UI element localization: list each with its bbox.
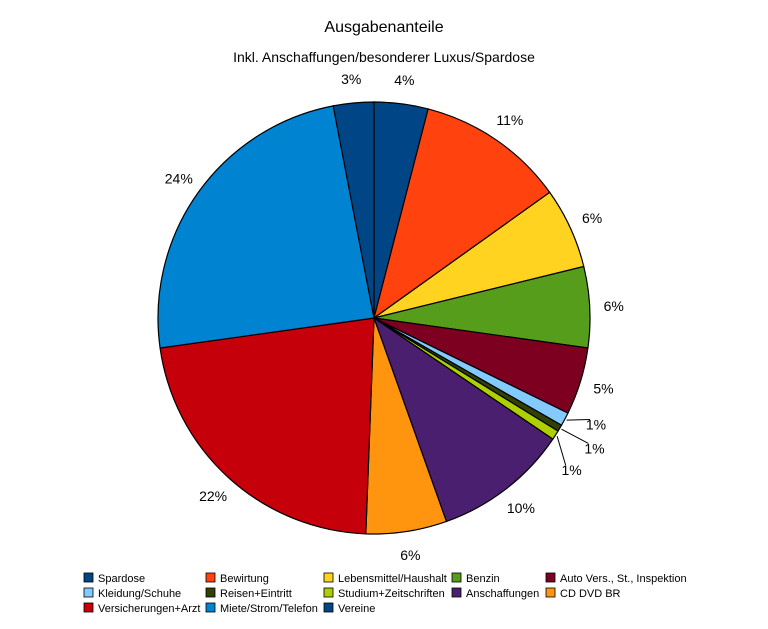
legend-swatch-6	[83, 587, 94, 598]
slice-label-4: 6%	[604, 298, 624, 314]
legend-swatch-7	[205, 587, 216, 598]
slice-label-12: 24%	[165, 170, 193, 186]
legend-swatch-10	[545, 587, 556, 598]
slice-label-11: 22%	[199, 488, 227, 504]
legend-label-12: Miete/Strom/Telefon	[220, 603, 318, 615]
legend-label-10: CD DVD BR	[560, 588, 621, 600]
slice-label-13: 3%	[341, 71, 361, 87]
legend-swatch-8	[323, 587, 334, 598]
legend-swatch-9	[451, 587, 462, 598]
slice-label-3: 6%	[582, 210, 602, 226]
chart-title: Ausgabenanteile	[324, 19, 443, 36]
legend-swatch-11	[83, 602, 94, 613]
legend-label-1: Spardose	[98, 573, 145, 585]
legend-label-2: Bewirtung	[220, 573, 269, 585]
legend-swatch-4	[451, 572, 462, 583]
slice-label-1: 4%	[394, 72, 414, 88]
legend-label-13: Vereine	[338, 603, 375, 615]
slice-leader-line-6	[566, 418, 591, 421]
legend-label-9: Anschaffungen	[466, 588, 539, 600]
slice-label-8: 1%	[562, 462, 582, 478]
legend-swatch-3	[323, 572, 334, 583]
legend-swatch-13	[323, 602, 334, 613]
pie-slices	[157, 101, 591, 535]
slice-labels: 4%11%6%6%5%1%1%1%10%6%22%24%3%	[165, 71, 624, 563]
slice-label-2: 11%	[496, 112, 523, 128]
pie-slice-9	[372, 316, 554, 523]
pie-slice-11	[159, 317, 375, 535]
legend-swatch-5	[545, 572, 556, 583]
legend-swatch-1	[83, 572, 94, 583]
slice-label-6: 1%	[586, 416, 606, 432]
legend-label-11: Versicherungen+Arzt	[98, 603, 200, 615]
legend: Spardose Bewirtung Lebensmittel/Haushalt Be…	[83, 572, 687, 615]
pie-slice-12	[157, 105, 375, 349]
pie-slice-2	[373, 108, 551, 320]
legend-swatch-12	[205, 602, 216, 613]
slice-leader-line-7	[561, 428, 589, 444]
legend-swatch-2	[205, 572, 216, 583]
slice-label-7: 1%	[584, 440, 604, 456]
legend-label-4: Benzin	[466, 573, 500, 585]
legend-label-7: Reisen+Eintritt	[220, 588, 292, 600]
slice-label-5: 5%	[593, 380, 613, 396]
legend-label-3: Lebensmittel/Haushalt	[338, 573, 447, 585]
slice-label-9: 10%	[507, 500, 535, 516]
legend-label-5: Auto Vers., St., Inspektion	[560, 573, 687, 585]
slice-label-10: 6%	[400, 547, 420, 563]
slice-leader-line-8	[556, 436, 567, 466]
legend-label-8: Studium+Zeitschriften	[338, 588, 445, 600]
chart-subtitle: Inkl. Anschaffungen/besonderer Luxus/Spa…	[233, 49, 535, 65]
legend-label-6: Kleidung/Schuhe	[98, 588, 181, 600]
pie-slice-13	[332, 101, 375, 319]
